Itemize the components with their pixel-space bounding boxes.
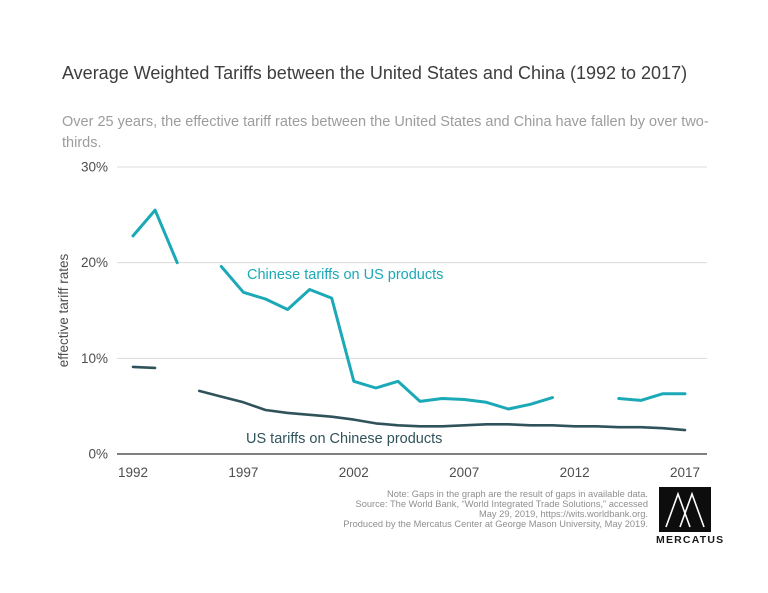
- footer-notes: Note: Gaps in the graph are the result o…: [228, 489, 648, 529]
- x-tick-label: 2007: [449, 465, 479, 480]
- series-line-us-tariffs: [131, 365, 687, 432]
- y-tick-label: 10%: [81, 351, 108, 366]
- series-label-us-tariffs: US tariffs on Chinese products: [246, 431, 443, 447]
- tariff-line-chart-svg: 30% 20% 10% 0% 1992 1997 2002 2007 2012 2017 effec…: [56, 160, 707, 480]
- x-tick-label: 2012: [560, 465, 590, 480]
- mercatus-logo: MERCATUS: [656, 487, 725, 546]
- x-tick-label: 1992: [118, 465, 148, 480]
- footer-note-line: Note: Gaps in the graph are the result o…: [387, 489, 648, 499]
- x-tick-label: 1997: [228, 465, 258, 480]
- x-tick-label: 2002: [339, 465, 369, 480]
- x-tick-label: 2017: [670, 465, 700, 480]
- series-line-chinese-tariffs: [131, 208, 687, 411]
- mercatus-logo-icon: [659, 487, 711, 532]
- chart-subtitle: Over 25 years, the effective tariff rate…: [62, 114, 709, 151]
- footer-source-line: Source: The World Bank, “World Integrate…: [355, 499, 648, 509]
- mercatus-logo-text: MERCATUS: [656, 534, 725, 546]
- chart-title: Average Weighted Tariffs between the Uni…: [62, 63, 688, 83]
- footer-credit-line: Produced by the Mercatus Center at Georg…: [343, 519, 648, 529]
- y-axis-title: effective tariff rates: [56, 253, 71, 367]
- y-tick-label: 30%: [81, 160, 108, 175]
- chart-plot-area: 30% 20% 10% 0% 1992 1997 2002 2007 2012 2017 effec…: [0, 150, 768, 495]
- y-tick-label: 0%: [88, 447, 108, 462]
- footer-source-url-line: May 29, 2019, https://wits.worldbank.org…: [479, 509, 648, 519]
- y-tick-label: 20%: [81, 255, 108, 270]
- series-label-chinese-tariffs: Chinese tariffs on US products: [247, 267, 444, 283]
